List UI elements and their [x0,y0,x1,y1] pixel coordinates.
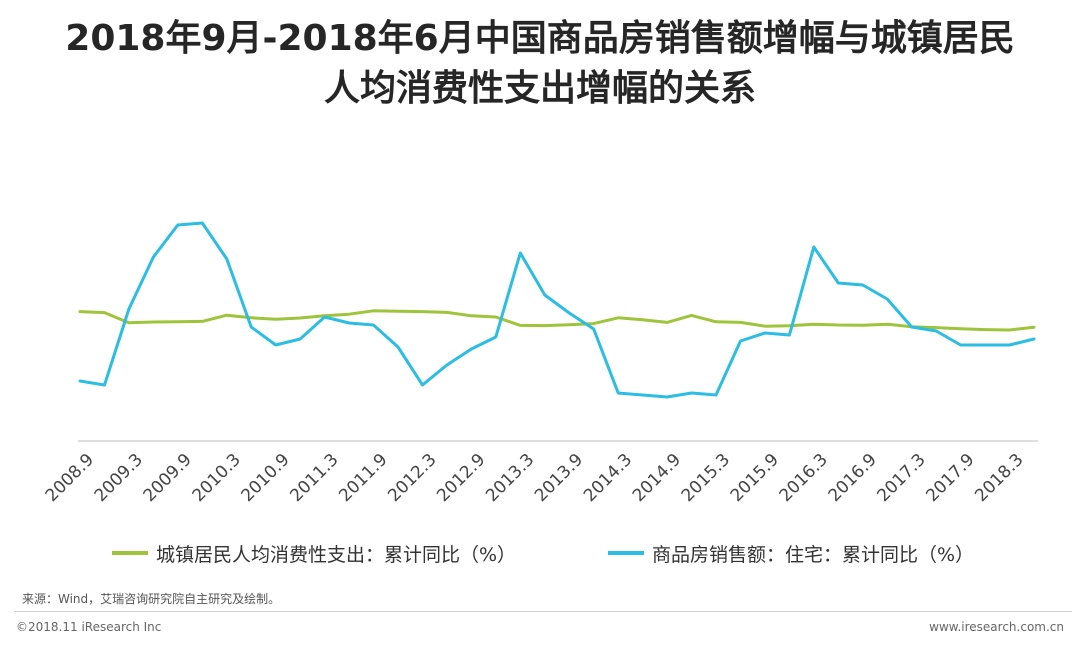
chart-title-line2: 人均消费性支出增幅的关系 [323,68,756,109]
x-tick-label: 2013.3 [482,450,538,506]
x-tick-label: 2012.9 [433,450,489,506]
x-tick-label: 2017.9 [922,450,978,506]
legend-label-housing-sales: 商品房销售额：住宅：累计同比（%） [652,543,975,566]
chart-title-line1: 2018年9月-2018年6月中国商品房销售额增幅与城镇居民 [65,18,1015,59]
x-tick-label: 2011.9 [335,450,391,506]
x-tick-label: 2015.9 [727,450,783,506]
legend-label-consumption: 城镇居民人均消费性支出：累计同比（%） [156,543,517,566]
legend-swatch-housing-sales [608,551,644,555]
x-tick-label: 2009.3 [91,450,147,506]
x-tick-label: 2010.3 [189,450,245,506]
footer-divider [14,611,1072,612]
x-tick-label: 2014.9 [629,450,685,506]
x-tick-label: 2008.9 [42,450,98,506]
series-line-consumption [78,309,1036,332]
x-tick-label: 2015.3 [678,450,734,506]
x-tick-label: 2014.3 [580,450,636,506]
x-tick-label: 2016.9 [825,450,881,506]
legend-item-housing-sales: 商品房销售额：住宅：累计同比（%） [608,540,974,566]
x-tick-label: 2017.3 [874,450,930,506]
x-tick-label: 2018.3 [971,450,1027,506]
line-chart: 2008.92009.32009.92010.32010.92011.32011… [42,221,1038,506]
x-tick-label: 2013.9 [531,450,587,506]
series-line-housing-sales [78,221,1036,399]
footer-copyright: ©2018.11 iResearch Inc [16,620,162,634]
x-tick-label: 2009.9 [140,450,196,506]
x-tick-label: 2016.3 [776,450,832,506]
source-note: 来源：Wind，艾瑞咨询研究院自主研究及绘制。 [22,592,281,606]
legend-swatch-consumption [112,551,148,555]
x-tick-label: 2010.9 [238,450,294,506]
x-tick-label: 2011.3 [286,450,342,506]
footer-website: www.iresearch.com.cn [929,620,1064,634]
x-axis-tick-labels: 2008.92009.32009.92010.32010.92011.32011… [42,450,1028,506]
x-tick-label: 2012.3 [384,450,440,506]
series-lines [78,221,1036,399]
legend-item-consumption: 城镇居民人均消费性支出：累计同比（%） [112,540,516,566]
